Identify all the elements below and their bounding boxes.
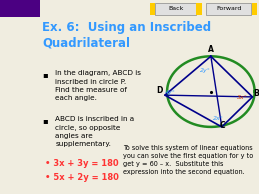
- Text: B: B: [253, 89, 258, 98]
- Text: • 3x + 3y = 180: • 3x + 3y = 180: [45, 159, 118, 168]
- Bar: [196, 3, 202, 15]
- Text: 2y°: 2y°: [200, 68, 211, 73]
- Text: C: C: [220, 120, 226, 130]
- Text: 2x°: 2x°: [213, 116, 224, 121]
- Text: ▪: ▪: [42, 70, 48, 79]
- FancyBboxPatch shape: [206, 3, 251, 15]
- Text: In the diagram, ABCD is
inscribed in circle P.
Find the measure of
each angle.: In the diagram, ABCD is inscribed in cir…: [55, 70, 141, 101]
- Bar: [150, 3, 155, 15]
- Bar: [0, 0, 40, 17]
- Text: To solve this system of linear equations
you can solve the first equation for y : To solve this system of linear equations…: [123, 145, 254, 175]
- Text: Back: Back: [168, 6, 183, 11]
- Bar: [252, 3, 257, 15]
- Text: Ex. 6:  Using an Inscribed
Quadrilateral: Ex. 6: Using an Inscribed Quadrilateral: [42, 21, 211, 50]
- Text: ▪: ▪: [42, 116, 48, 125]
- FancyBboxPatch shape: [155, 3, 196, 15]
- Text: A: A: [208, 45, 214, 54]
- Text: 3x°: 3x°: [237, 95, 248, 100]
- Text: D: D: [156, 87, 163, 95]
- Text: • 5x + 2y = 180: • 5x + 2y = 180: [45, 173, 118, 182]
- Text: Forward: Forward: [216, 6, 241, 11]
- Text: 4y°: 4y°: [165, 90, 176, 95]
- Text: ABCD is inscribed in a
circle, so opposite
angles are
supplementary.: ABCD is inscribed in a circle, so opposi…: [55, 116, 135, 147]
